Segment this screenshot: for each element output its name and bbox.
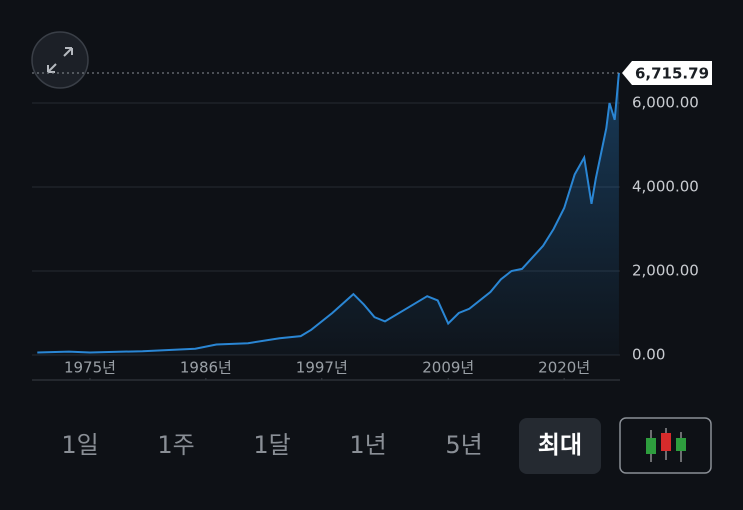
x-tick-label: 2020년 [538, 359, 590, 377]
expand-button[interactable] [31, 31, 89, 89]
candle-button[interactable] [619, 417, 712, 474]
x-tick-label: 1997년 [296, 359, 348, 377]
expand-icon[interactable] [47, 47, 73, 73]
candle-body[interactable] [661, 433, 671, 451]
y-tick-label: 6,000.00 [632, 94, 699, 112]
range-button[interactable]: 1달 [253, 431, 290, 459]
candle-frame[interactable] [619, 417, 712, 474]
range-button[interactable]: 최대 [538, 431, 582, 459]
range-button[interactable]: 1일 [61, 431, 98, 459]
range-selected-bg[interactable] [519, 418, 601, 474]
x-tick-label: 1975년 [64, 359, 116, 377]
y-tick-label: 0.00 [632, 346, 665, 364]
area [37, 72, 619, 356]
range-button[interactable]: 1주 [157, 431, 194, 459]
y-tick-label: 4,000.00 [632, 178, 699, 196]
last-price-label: 6,715.79 [635, 64, 709, 82]
last-price-tag [622, 60, 712, 85]
range-button[interactable]: 1년 [349, 431, 386, 459]
range-bar: 1일 1주 1달 1년 5년 최대 [61, 418, 601, 474]
x-tick-label: 2009년 [422, 359, 474, 377]
expand-circle[interactable] [31, 31, 89, 89]
chart: 0.00 2,000.00 4,000.00 6,000.00 1975년 1986년 19… [32, 60, 712, 381]
y-tick-label: 2,000.00 [632, 262, 699, 280]
candle-body[interactable] [676, 438, 686, 451]
candle-body[interactable] [646, 438, 656, 454]
line [37, 72, 620, 354]
x-tick-label: 1986년 [180, 359, 232, 377]
range-button[interactable]: 5년 [445, 431, 482, 459]
